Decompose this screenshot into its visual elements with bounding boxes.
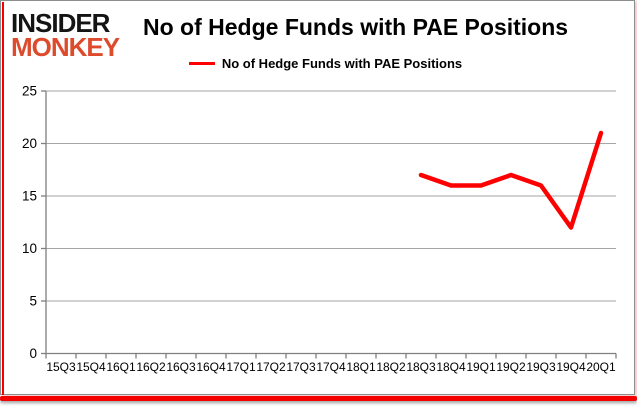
x-tick-label: 16Q1 — [106, 360, 136, 374]
x-tick-label: 17Q2 — [256, 360, 286, 374]
insider-monkey-logo: INSIDER MONKEY — [11, 8, 120, 62]
x-tick-label: 16Q3 — [166, 360, 196, 374]
x-tick-label: 16Q2 — [136, 360, 166, 374]
y-tick-label: 5 — [29, 294, 37, 309]
x-tick-label: 20Q1 — [586, 360, 616, 374]
legend-label: No of Hedge Funds with PAE Positions — [221, 56, 463, 71]
x-tick-label: 15Q3 — [46, 360, 76, 374]
x-tick-label: 16Q4 — [196, 360, 226, 374]
x-tick-label: 19Q3 — [526, 360, 556, 374]
x-tick-label: 19Q2 — [496, 360, 526, 374]
left-accent-line — [2, 2, 4, 395]
x-tick-label: 17Q3 — [286, 360, 316, 374]
legend: No of Hedge Funds with PAE Positions — [0, 56, 637, 71]
x-tick-label: 18Q3 — [406, 360, 436, 374]
x-tick-label: 19Q1 — [466, 360, 496, 374]
y-tick-label: 20 — [22, 136, 37, 151]
x-tick-label: 19Q4 — [556, 360, 586, 374]
x-tick-label: 18Q2 — [376, 360, 406, 374]
chart-title: No of Hedge Funds with PAE Positions — [143, 14, 569, 40]
x-tick-label: 15Q4 — [76, 360, 106, 374]
x-tick-label: 18Q4 — [436, 360, 466, 374]
y-tick-label: 10 — [22, 241, 37, 256]
x-tick-label: 17Q4 — [316, 360, 346, 374]
legend-line-swatch — [188, 62, 215, 65]
y-tick-label: 0 — [29, 346, 37, 361]
bottom-accent-bar — [0, 396, 637, 401]
x-tick-label: 18Q1 — [346, 360, 376, 374]
card-frame — [0, 0, 635, 395]
x-tick-label: 17Q1 — [226, 360, 256, 374]
y-tick-label: 25 — [22, 84, 37, 99]
y-tick-label: 15 — [22, 189, 37, 204]
series-line — [418, 130, 604, 230]
logo-text-monkey: MONKEY — [11, 31, 120, 62]
logo-text-insider: INSIDER — [11, 8, 110, 38]
